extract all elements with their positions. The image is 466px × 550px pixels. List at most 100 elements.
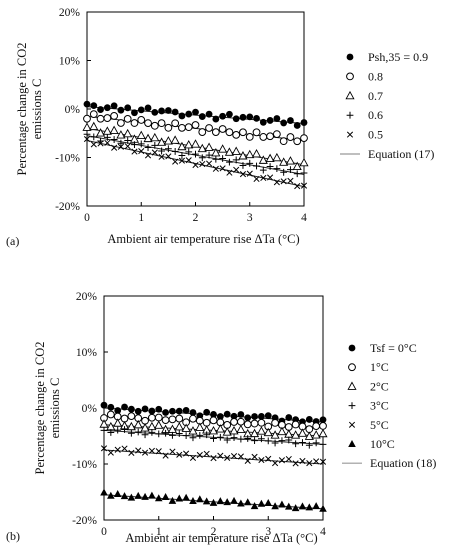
- data-point: [134, 491, 143, 499]
- data-point: [189, 497, 197, 505]
- legend-marker: [348, 421, 356, 428]
- data-point: [141, 449, 149, 456]
- data-point: [154, 494, 163, 502]
- data-point: [243, 498, 252, 506]
- data-point: [208, 426, 219, 435]
- data-point: [113, 418, 123, 427]
- data-point: [148, 407, 156, 415]
- data-point: [178, 157, 186, 164]
- data-point: [209, 416, 218, 425]
- data-point: [185, 110, 193, 118]
- y-axis-label-line2: emissions C: [48, 378, 62, 439]
- data-point: [267, 174, 274, 181]
- data-point: [90, 102, 98, 110]
- data-point: [212, 155, 220, 163]
- data-point: [134, 407, 142, 415]
- data-point: [217, 452, 224, 459]
- y-tick-label: 20%: [76, 291, 98, 303]
- data-point: [104, 139, 111, 146]
- data-point: [100, 488, 108, 496]
- data-point: [237, 499, 245, 507]
- data-point: [319, 422, 327, 430]
- data-point: [312, 502, 320, 510]
- data-point: [100, 445, 108, 452]
- data-point: [107, 449, 114, 456]
- data-point: [127, 412, 136, 421]
- data-point: [134, 428, 142, 436]
- data-point: [127, 493, 136, 501]
- data-point: [266, 132, 274, 141]
- data-point: [210, 455, 217, 462]
- x-tick-label: 4: [301, 212, 307, 224]
- data-point: [150, 121, 159, 130]
- data-point: [244, 457, 251, 464]
- data-point: [154, 413, 163, 422]
- data-point: [157, 137, 167, 146]
- data-point: [232, 156, 240, 164]
- data-point: [291, 430, 301, 439]
- data-point: [233, 166, 240, 173]
- data-point: [144, 119, 152, 127]
- data-point: [178, 123, 186, 132]
- data-point: [219, 165, 226, 172]
- data-point: [137, 116, 146, 124]
- data-point: [205, 110, 213, 118]
- data-point: [103, 114, 112, 122]
- data-point: [148, 447, 155, 454]
- data-point: [203, 408, 211, 416]
- data-point: [237, 453, 244, 460]
- data-point: [258, 456, 265, 464]
- y-tick-label: 0%: [82, 403, 98, 415]
- data-point: [285, 436, 293, 444]
- legend: Psh,35 = 0.9 0.8 0.7 0.6 0.5 Equation (17): [340, 50, 434, 161]
- data-point: [165, 153, 172, 160]
- data-point: [250, 428, 260, 438]
- data-point: [284, 502, 293, 510]
- x-tick-label: 2: [211, 526, 217, 538]
- data-point: [204, 142, 214, 151]
- data-point: [103, 104, 111, 112]
- data-point: [218, 144, 228, 153]
- data-point: [117, 143, 124, 150]
- data-point: [287, 166, 294, 174]
- data-point: [251, 148, 262, 158]
- data-point: [280, 119, 288, 127]
- data-point: [127, 405, 135, 413]
- data-point: [265, 153, 275, 163]
- data-point: [239, 128, 247, 137]
- data-point: [292, 161, 302, 170]
- data-point: [192, 108, 199, 116]
- data-point: [121, 445, 128, 452]
- data-point: [89, 121, 99, 131]
- legend-label: 5°C: [370, 418, 389, 432]
- data-point: [171, 119, 180, 128]
- data-point: [318, 428, 328, 438]
- data-point: [133, 419, 143, 429]
- data-point: [285, 414, 293, 421]
- data-point: [264, 412, 272, 420]
- data-point: [189, 414, 197, 423]
- fit-line: [86, 140, 305, 188]
- series-1: [83, 110, 308, 146]
- data-point: [300, 134, 308, 143]
- data-point: [225, 128, 234, 137]
- data-point: [82, 122, 92, 131]
- data-point: [130, 119, 139, 127]
- data-point: [196, 432, 204, 439]
- data-point: [250, 419, 259, 428]
- data-point: [305, 416, 313, 423]
- data-point: [195, 422, 205, 431]
- data-point: [305, 503, 314, 511]
- legend-marker: [346, 111, 354, 119]
- data-point: [168, 496, 177, 504]
- data-point: [109, 125, 119, 134]
- data-point: [259, 118, 267, 126]
- data-point: [110, 112, 119, 120]
- data-point: [103, 133, 111, 141]
- data-point: [278, 500, 286, 508]
- data-point: [273, 165, 281, 173]
- data-point: [163, 136, 173, 145]
- data-point: [162, 429, 169, 437]
- data-point: [169, 407, 176, 415]
